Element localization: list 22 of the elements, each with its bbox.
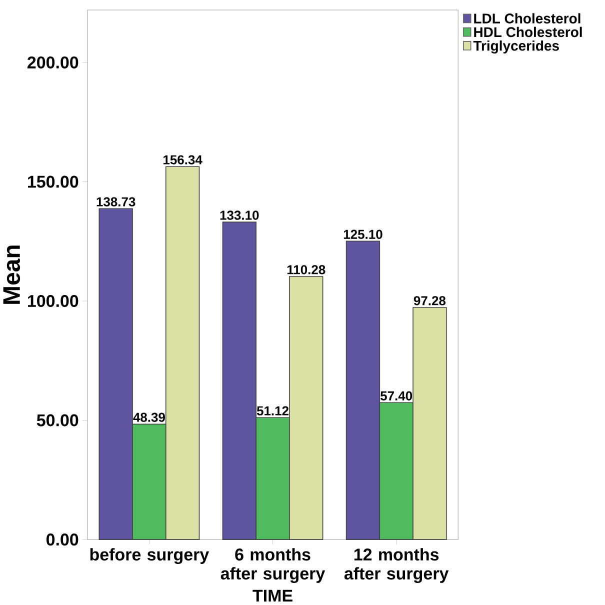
- x-tick-label: 12 months after surgery: [344, 548, 449, 584]
- legend-label: LDL Cholesterol: [474, 13, 580, 24]
- x-tick-label: before surgery: [90, 548, 210, 564]
- legend-label: Triglycerides: [473, 40, 559, 54]
- data-label: 48.39: [133, 412, 165, 422]
- y-tick-label: 50.00: [36, 414, 78, 426]
- y-tick-label: 200.00: [28, 56, 78, 69]
- x-axis-title: TIME: [252, 590, 292, 602]
- data-label: 51.12: [256, 406, 288, 416]
- y-tick-label: 0.00: [46, 534, 78, 546]
- data-label: 97.28: [414, 296, 446, 306]
- y-tick-label: 100.00: [28, 295, 78, 308]
- data-label: 110.28: [287, 265, 326, 274]
- x-tick-label: 6 months after surgery: [220, 548, 326, 584]
- data-label: 138.73: [96, 197, 136, 206]
- y-tick-label: 150.00: [28, 176, 78, 188]
- legend-label: HDL Cholesterol: [474, 26, 582, 38]
- y-axis-title: Mean: [3, 246, 20, 304]
- data-label: 156.34: [164, 155, 202, 164]
- data-label: 133.10: [220, 210, 259, 220]
- data-label: 125.10: [344, 230, 382, 240]
- data-label: 57.40: [380, 391, 412, 401]
